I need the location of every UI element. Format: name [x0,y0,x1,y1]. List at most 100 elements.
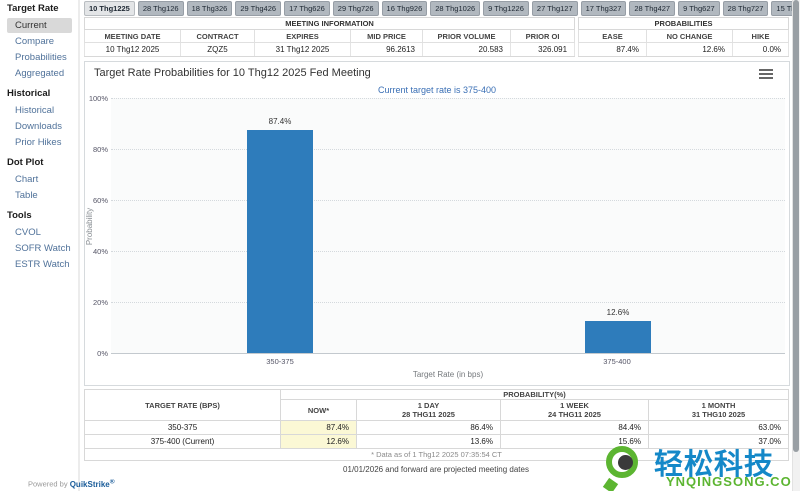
y-tick-20: 20% [92,298,108,307]
mi-value-mid-price: 96.2613 [350,42,423,57]
gridline [111,251,785,252]
mi-value-contract: ZQZ5 [180,42,255,57]
vertical-scrollbar [792,0,800,491]
mi-header-expires: EXPIRES [254,29,351,43]
bt-rate-350-375: 350-375 [84,420,281,435]
sidebar-item-prior-hikes[interactable]: Prior Hikes [15,137,62,148]
tab-meeting-9[interactable]: 27 Thg127 [531,1,578,16]
x-tick-375-400: 375-400 [603,357,631,366]
sidebar-section-dot-plot: Dot Plot [7,157,44,168]
bt-week-350-375: 84.4% [500,420,649,435]
projected-dates-note: 01/01/2026 and forward are projected mee… [343,465,529,474]
quikstrike-link[interactable]: QuikStrike® [70,478,115,489]
tab-meeting-12[interactable]: 9 Thg627 [678,1,720,16]
gridline [111,302,785,303]
sidebar-item-estr-watch[interactable]: ESTR Watch [15,259,70,270]
sidebar-item-current[interactable]: Current [7,18,72,33]
powered-by: Powered by QuikStrike® [28,478,115,489]
gridline [111,98,785,99]
sidebar-item-compare[interactable]: Compare [15,36,55,47]
sidebar-item-probabilities[interactable]: Probabilities [15,52,67,63]
prob-value-hike: 0.0% [732,42,789,57]
x-tick-350-375: 350-375 [266,357,294,366]
chart-subtitle: Current target rate is 375-400 [377,85,497,95]
probabilities-summary-table: PROBABILITIES EASE NO CHANGE HIKE 87.4% … [578,17,789,57]
x-axis-line [111,353,785,354]
sidebar: Target Rate Current Compare Probabilitie… [0,0,80,491]
mi-header-contract: CONTRACT [180,29,255,43]
plot-area [111,98,785,353]
sidebar-item-historical[interactable]: Historical [15,105,55,116]
tab-meeting-4[interactable]: 17 Thg626 [284,1,330,16]
bt-header-1-day-line2: 28 THG11 2025 [402,410,455,419]
tab-meeting-13[interactable]: 28 Thg727 [722,1,769,16]
chart-menu-icon[interactable] [759,69,773,81]
y-axis-title: Probability [85,207,95,246]
tab-meeting-6[interactable]: 16 Thg926 [381,1,428,16]
meeting-date-tabs: 10 Thg1225 28 Thg126 18 Thg326 29 Thg426… [84,1,800,16]
y-tick-40: 40% [92,247,108,256]
tab-meeting-10[interactable]: 17 Thg327 [580,1,627,16]
sidebar-section-tools: Tools [7,210,32,221]
tab-meeting-0[interactable]: 10 Thg1225 [84,1,135,16]
scrollbar-thumb[interactable] [793,0,799,452]
x-axis-title: Target Rate (in bps) [412,370,484,379]
tab-meeting-1[interactable]: 28 Thg126 [137,1,184,16]
watermark-brand-text: 轻松科技 [654,449,775,481]
tab-meeting-2[interactable]: 18 Thg326 [186,1,233,16]
bt-header-1-month-line2: 31 THG10 2025 [691,410,746,419]
sidebar-item-sofr-watch[interactable]: SOFR Watch [15,243,71,254]
tab-meeting-8[interactable]: 9 Thg1226 [483,1,529,16]
sidebar-section-target-rate: Target Rate [7,3,59,14]
mi-value-expires: 31 Thg12 2025 [254,42,351,57]
tab-meeting-7[interactable]: 28 Thg1026 [430,1,481,16]
y-tick-60: 60% [92,196,108,205]
sidebar-item-table[interactable]: Table [15,190,38,201]
bt-now-375-400: 12.6% [280,434,357,449]
bt-header-1-week-line1: 1 WEEK [560,401,589,410]
sidebar-section-historical: Historical [7,88,51,99]
probability-history-table: TARGET RATE (BPS) PROBABILITY(%) NOW* 1 … [84,389,789,461]
bt-header-probability: PROBABILITY(%) [280,389,789,400]
bt-now-350-375: 87.4% [280,420,357,435]
gridline [111,149,785,150]
bt-day-375-400: 13.6% [356,434,501,449]
prob-header-ease: EASE [578,29,647,43]
site-watermark: 轻松科技 YNQINGSONG.COM [602,443,800,491]
mi-header-prior-volume: PRIOR VOLUME [422,29,511,43]
bar-value-label: 12.6% [606,307,630,317]
bar-value-label: 87.4% [268,117,292,127]
bt-header-1-month: 1 MONTH 31 THG10 2025 [648,399,789,421]
sidebar-item-aggregated[interactable]: Aggregated [15,68,65,79]
bar-350-375[interactable] [247,130,313,353]
registered-mark: ® [109,478,115,485]
bar-375-400[interactable] [585,320,651,353]
tab-meeting-11[interactable]: 28 Thg427 [629,1,676,16]
bt-header-1-week: 1 WEEK 24 THG11 2025 [500,399,649,421]
bt-header-1-day: 1 DAY 28 THG11 2025 [356,399,501,421]
table-row: 350-375 87.4% 86.4% 84.4% 63.0% [84,420,789,435]
meeting-info-title: MEETING INFORMATION [83,17,576,30]
mi-value-prior-volume: 20.583 [422,42,511,57]
bt-header-1-month-line1: 1 MONTH [701,401,736,410]
bt-month-350-375: 63.0% [648,420,789,435]
tab-meeting-5[interactable]: 29 Thg726 [332,1,379,16]
sidebar-item-chart[interactable]: Chart [15,174,39,185]
probabilities-title: PROBABILITIES [578,17,789,30]
prob-header-no-change: NO CHANGE [646,29,733,43]
mi-header-prior-oi: PRIOR OI [509,29,576,43]
bt-header-now: NOW* [280,399,357,421]
prob-value-ease: 87.4% [578,42,647,57]
bt-rate-375-400: 375-400 (Current) [84,434,281,449]
sidebar-item-downloads[interactable]: Downloads [15,121,62,132]
bt-header-1-week-line2: 24 THG11 2025 [548,410,601,419]
tab-meeting-3[interactable]: 29 Thg426 [235,1,282,16]
table-row: 375-400 (Current) 12.6% 13.6% 15.6% 37.0… [84,434,789,449]
watermark-site-text: YNQINGSONG.COM [666,474,800,489]
sidebar-item-cvol[interactable]: CVOL [15,227,41,238]
chart-panel: Target Rate Probabilities for 10 Thg12 2… [84,61,790,386]
chart-title: Target Rate Probabilities for 10 Thg12 2… [94,67,371,79]
mi-value-prior-oi: 326.091 [509,42,576,57]
mi-header-meeting-date: MEETING DATE [84,29,181,43]
powered-by-label: Powered by [28,479,68,489]
